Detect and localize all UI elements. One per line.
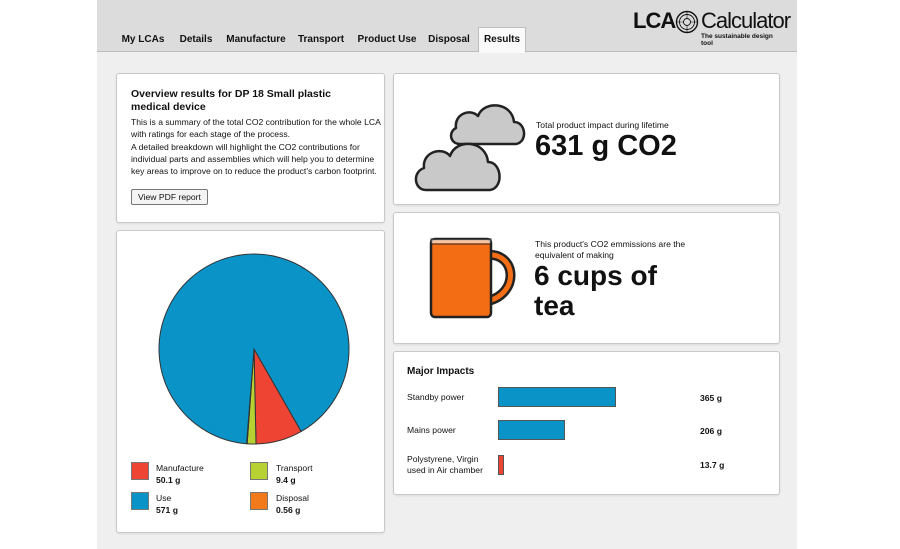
pie-chart-panel: Manufacture 50.1 g Transport 9.4 g Use 5… [116,230,385,533]
impact-label-standby-power: Standby power [407,392,465,402]
total-impact-value: 631 g CO2 [535,130,677,162]
tab-details[interactable]: Details [179,34,213,45]
tab-disposal[interactable]: Disposal [428,34,470,45]
legend-value-disposal: 0.56 g [276,505,301,515]
impact-value-standby-power: 365 g [700,393,722,403]
logo-tagline: The sustainable design tool [701,33,773,47]
lca-calculator-logo: LCA Calculator The sustainable design to… [633,8,791,47]
overview-panel: Overview results for DP 18 Small plastic… [116,73,385,223]
total-impact-panel: Total product impact during lifetime 631… [393,73,780,205]
logo-secondary-text: Calculator [701,8,791,33]
tab-transport[interactable]: Transport [297,34,345,45]
legend-value-manufacture: 50.1 g [156,475,181,485]
legend-label-transport: Transport [276,463,313,473]
tab-product-use[interactable]: Product Use [357,34,417,45]
tab-my-lcas[interactable]: My LCAs [121,34,165,45]
overview-paragraph-1: This is a summary of the total CO2 contr… [131,117,381,139]
legend-value-transport: 9.4 g [276,475,296,485]
legend-value-use: 571 g [156,505,178,515]
legend-label-disposal: Disposal [276,493,309,503]
equivalent-panel: This product's CO2 emmissions are the eq… [393,212,780,344]
impact-bar-polystyrene [498,455,504,475]
tab-manufacture[interactable]: Manufacture [226,34,286,45]
impact-value-polystyrene: 13.7 g [700,460,725,470]
equivalent-label: This product's CO2 emmissions are the eq… [535,239,686,260]
impact-bar-standby-power [498,387,616,407]
clouds-icon [414,104,526,192]
pie-slice-use [158,253,350,445]
major-impacts-panel: Major Impacts Standby power 365 g Mains … [393,351,780,495]
equivalent-line-2: tea [534,290,575,321]
legend-swatch-use [131,492,149,510]
equivalent-line-1: 6 cups of [534,260,657,291]
pie-chart [158,253,350,445]
logo-ring-icon [675,10,699,34]
legend-label-use: Use [156,493,172,503]
logo-primary-text: LCA [633,8,676,33]
view-pdf-report-button[interactable]: View PDF report [131,189,208,205]
tab-results[interactable]: Results [478,27,526,53]
impact-value-mains-power: 206 g [700,426,722,436]
legend-label-manufacture: Manufacture [156,463,204,473]
impact-bar-mains-power [498,420,565,440]
legend-swatch-disposal [250,492,268,510]
impact-label-mains-power: Mains power [407,425,456,435]
impact-label-polystyrene: Polystyrene, Virgin used in Air chamber [407,454,483,475]
tea-mug-icon [429,237,516,319]
overview-title: Overview results for DP 18 Small plastic… [131,88,331,113]
legend-swatch-manufacture [131,462,149,480]
total-impact-label: Total product impact during lifetime [536,120,669,130]
major-impacts-title: Major Impacts [407,366,475,377]
overview-paragraph-2: A detailed breakdown will highlight the … [131,142,377,176]
legend-swatch-transport [250,462,268,480]
